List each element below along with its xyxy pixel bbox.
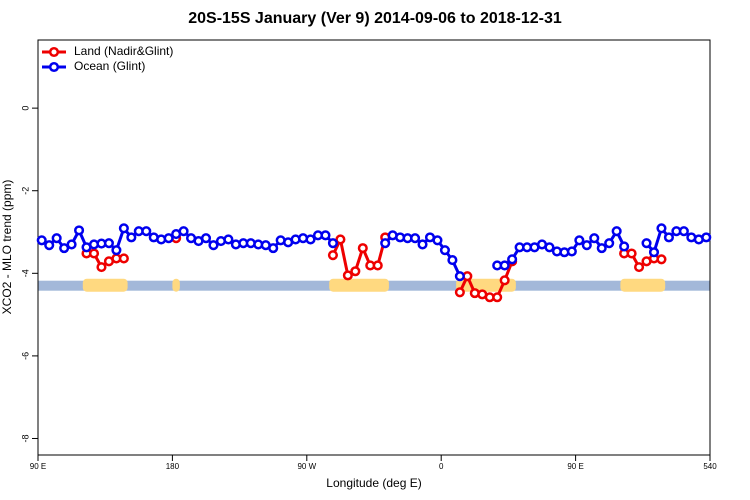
x-tick-label: 90 E	[567, 462, 583, 471]
data-point	[447, 255, 458, 266]
data-point	[574, 235, 585, 246]
data-point	[380, 238, 391, 249]
legend-label: Land (Nadir&Glint)	[74, 44, 173, 58]
data-point	[566, 246, 577, 257]
data-point	[96, 262, 107, 273]
data-point	[417, 239, 428, 250]
data-point	[51, 233, 62, 244]
data-point	[656, 254, 667, 265]
y-tick-label: -8	[20, 434, 30, 442]
data-point	[611, 226, 622, 237]
legend-marker	[48, 61, 60, 73]
data-point	[648, 247, 660, 258]
legend-label: Ocean (Glint)	[74, 59, 145, 73]
land-strip	[620, 278, 666, 292]
data-point	[663, 232, 674, 243]
data-point	[36, 235, 47, 246]
data-point	[454, 287, 465, 298]
land-strip	[172, 278, 180, 292]
data-point	[499, 275, 510, 286]
data-point	[327, 238, 338, 249]
data-point	[544, 242, 555, 253]
x-tick-label: 540	[703, 462, 717, 471]
x-tick-label: 180	[166, 462, 180, 471]
data-point	[604, 238, 615, 249]
data-point	[178, 226, 189, 237]
data-point	[118, 253, 129, 264]
data-point	[342, 270, 353, 281]
data-point	[432, 235, 443, 246]
data-point	[200, 233, 212, 244]
data-point	[372, 260, 383, 271]
land-strip	[329, 278, 389, 292]
data-point	[439, 245, 450, 256]
data-point	[103, 238, 114, 249]
data-point	[320, 230, 331, 241]
data-point	[350, 266, 361, 277]
data-point	[634, 262, 645, 273]
data-point	[641, 238, 652, 249]
data-point	[327, 250, 338, 261]
data-point	[141, 226, 152, 237]
data-point	[701, 232, 712, 243]
data-point	[410, 233, 421, 244]
data-point	[454, 271, 465, 282]
data-point	[581, 240, 592, 251]
data-point	[74, 225, 85, 236]
land-strip	[82, 278, 128, 292]
x-axis-label: Longitude (deg E)	[326, 476, 421, 490]
data-point	[678, 226, 689, 237]
y-tick-label: -6	[20, 352, 30, 360]
data-point	[59, 243, 70, 254]
data-point	[305, 234, 316, 245]
data-point	[656, 223, 667, 234]
data-point	[118, 223, 129, 234]
data-point	[596, 243, 607, 254]
data-point	[88, 248, 100, 259]
x-tick-label: 0	[439, 462, 444, 471]
data-point	[589, 233, 600, 244]
y-axis-label: XCO2 - MLO trend (ppm)	[0, 180, 14, 315]
y-tick-label: -2	[20, 187, 30, 195]
data-point	[111, 245, 122, 256]
data-point	[66, 239, 77, 250]
data-point	[126, 232, 137, 243]
x-tick-label: 90 E	[30, 462, 46, 471]
y-tick-label: -4	[20, 269, 30, 277]
data-point	[507, 254, 518, 265]
data-point	[268, 243, 279, 254]
data-point	[208, 240, 219, 251]
data-point	[357, 243, 368, 254]
data-point	[492, 292, 503, 303]
data-point	[44, 240, 55, 251]
data-point	[163, 233, 174, 244]
x-tick-label: 90 W	[297, 462, 316, 471]
y-tick-label: 0	[20, 106, 30, 111]
data-point	[499, 260, 510, 271]
plot-frame	[37, 39, 711, 456]
data-point	[626, 248, 637, 259]
data-point	[223, 234, 234, 245]
data-point	[619, 241, 630, 252]
chart-title: 20S-15S January (Ver 9) 2014-09-06 to 20…	[188, 10, 562, 27]
data-point	[335, 234, 346, 245]
legend-marker	[48, 46, 60, 58]
